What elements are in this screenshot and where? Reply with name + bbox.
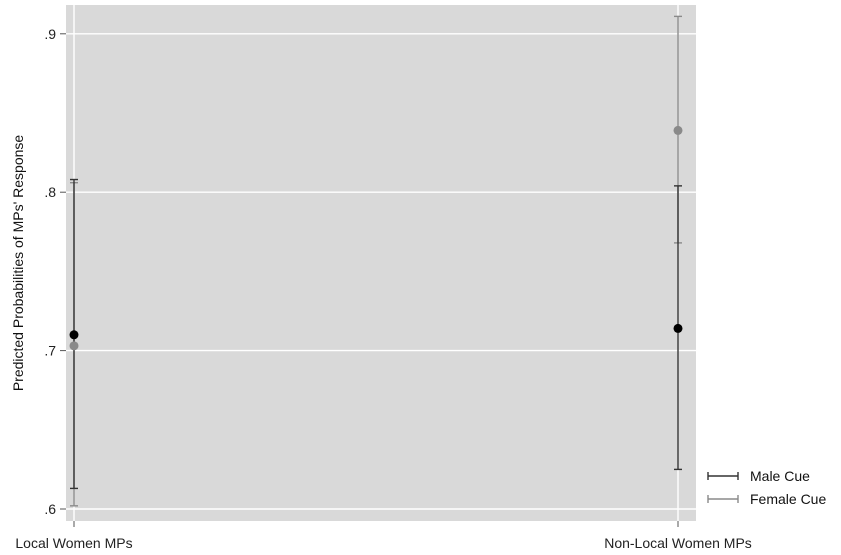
series-marks [69, 15, 683, 507]
legend-label: Male Cue [750, 468, 810, 484]
y-axis-title: Predicted Probabilities of MPs' Response [10, 135, 26, 392]
legend-item: Female Cue [707, 491, 826, 507]
y-tick-label: .6 [44, 501, 56, 517]
legend: Male Cue Female Cue [707, 468, 826, 507]
y-tick-label: .9 [44, 26, 56, 42]
y-tick-label: .8 [44, 184, 56, 200]
data-point [69, 330, 79, 340]
legend-item: Male Cue [707, 468, 810, 484]
x-axis: Local Women MPs Non-Local Women MPs [15, 521, 752, 551]
data-point [673, 323, 683, 333]
legend-label: Female Cue [750, 491, 826, 507]
data-point [69, 341, 79, 351]
plot-background [66, 5, 696, 521]
y-tick-label: .7 [44, 343, 56, 359]
y-axis: .6 .7 .8 .9 [44, 26, 66, 517]
x-tick-label: Non-Local Women MPs [604, 535, 752, 551]
data-point [673, 125, 683, 135]
x-tick-label: Local Women MPs [15, 535, 132, 551]
